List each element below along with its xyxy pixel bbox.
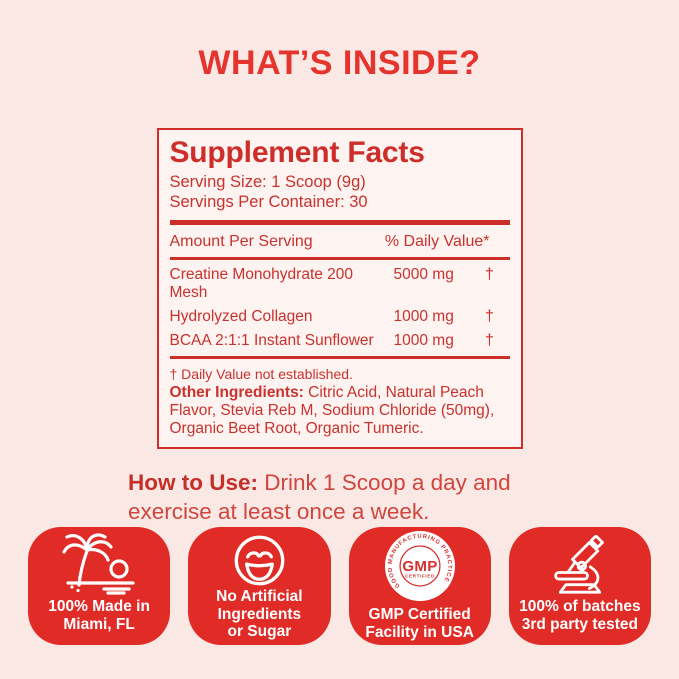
serving-size: Serving Size: 1 Scoop (9g) (169, 173, 366, 191)
ingredient-daily-value: † (485, 308, 494, 326)
badge-tiles: 100% Made in Miami, FL No Artificial Ing… (28, 527, 651, 645)
how-to-use-label: How to Use: (128, 469, 259, 495)
gmp-sub-text: CERTIFIED (405, 574, 435, 579)
badge-tile-gmp-certified: GOOD MANUFACTURING PRACTICE GMP CERTIFIE… (348, 527, 491, 645)
supplement-facts-title: Supplement Facts (169, 136, 425, 169)
red-divider (169, 356, 510, 360)
palm-tree-beach-icon (62, 533, 135, 595)
red-divider (169, 257, 510, 261)
ingredient-amount: 1000 mg (393, 308, 454, 326)
gmp-seal-icon: GOOD MANUFACTURING PRACTICE GMP CERTIFIE… (384, 530, 455, 602)
ingredient-amount: 1000 mg (393, 332, 454, 350)
table-row: Hydrolyzed Collagen 1000 mg † (170, 305, 510, 329)
other-ingredients: Other Ingredients: Citric Acid, Natural … (170, 384, 510, 437)
page-title: WHAT’S INSIDE? (198, 44, 481, 82)
badge-label: 100% Made in Miami, FL (48, 598, 150, 633)
badge-label: 100% of batches 3rd party tested (519, 598, 641, 633)
other-ingredients-label: Other Ingredients: (169, 384, 304, 402)
how-to-use: How to Use: Drink 1 Scoop a day and exer… (128, 468, 564, 527)
daily-value-footnote: † Daily Value not established. (169, 366, 353, 383)
laughing-smiley-icon (234, 535, 285, 586)
ingredient-table: Creatine Monohydrate 200 Mesh 5000 mg † … (170, 260, 510, 356)
badge-tile-no-artificial: No Artificial Ingredients or Sugar (188, 527, 331, 645)
supplement-facts-panel: Supplement Facts Serving Size: 1 Scoop (… (156, 128, 523, 449)
red-divider (169, 220, 510, 226)
ingredient-name: Hydrolyzed Collagen (169, 308, 313, 326)
microscope-icon (554, 535, 604, 594)
badge-label: GMP Certified Facility in USA (365, 606, 474, 641)
ingredient-daily-value: † (485, 332, 494, 350)
servings-per-container: Servings Per Container: 30 (169, 193, 368, 212)
ingredient-daily-value: † (485, 266, 494, 284)
ingredient-name: Creatine Monohydrate 200 Mesh (169, 266, 354, 302)
ingredient-name: BCAA 2:1:1 Instant Sunflower (169, 332, 374, 350)
gmp-center-text: GMP (402, 558, 437, 575)
badge-tile-third-party-tested: 100% of batches 3rd party tested (508, 527, 651, 645)
header-daily-value: % Daily Value* (384, 233, 490, 251)
badge-tile-made-in-miami: 100% Made in Miami, FL (28, 527, 171, 645)
ingredient-amount: 5000 mg (393, 266, 454, 284)
badge-label: No Artificial Ingredients or Sugar (216, 588, 303, 640)
table-row: BCAA 2:1:1 Instant Sunflower 1000 mg † (170, 329, 510, 353)
other-ingredients-text: Citric Acid, Natural Peach Flavor, Stevi… (169, 384, 495, 437)
table-row: Creatine Monohydrate 200 Mesh 5000 mg † (170, 263, 510, 305)
how-to-use-text: Drink 1 Scoop a day and exercise at leas… (128, 469, 511, 525)
header-amount-per-serving: Amount Per Serving (169, 233, 313, 251)
table-header: Amount Per Serving % Daily Value* (170, 225, 510, 257)
